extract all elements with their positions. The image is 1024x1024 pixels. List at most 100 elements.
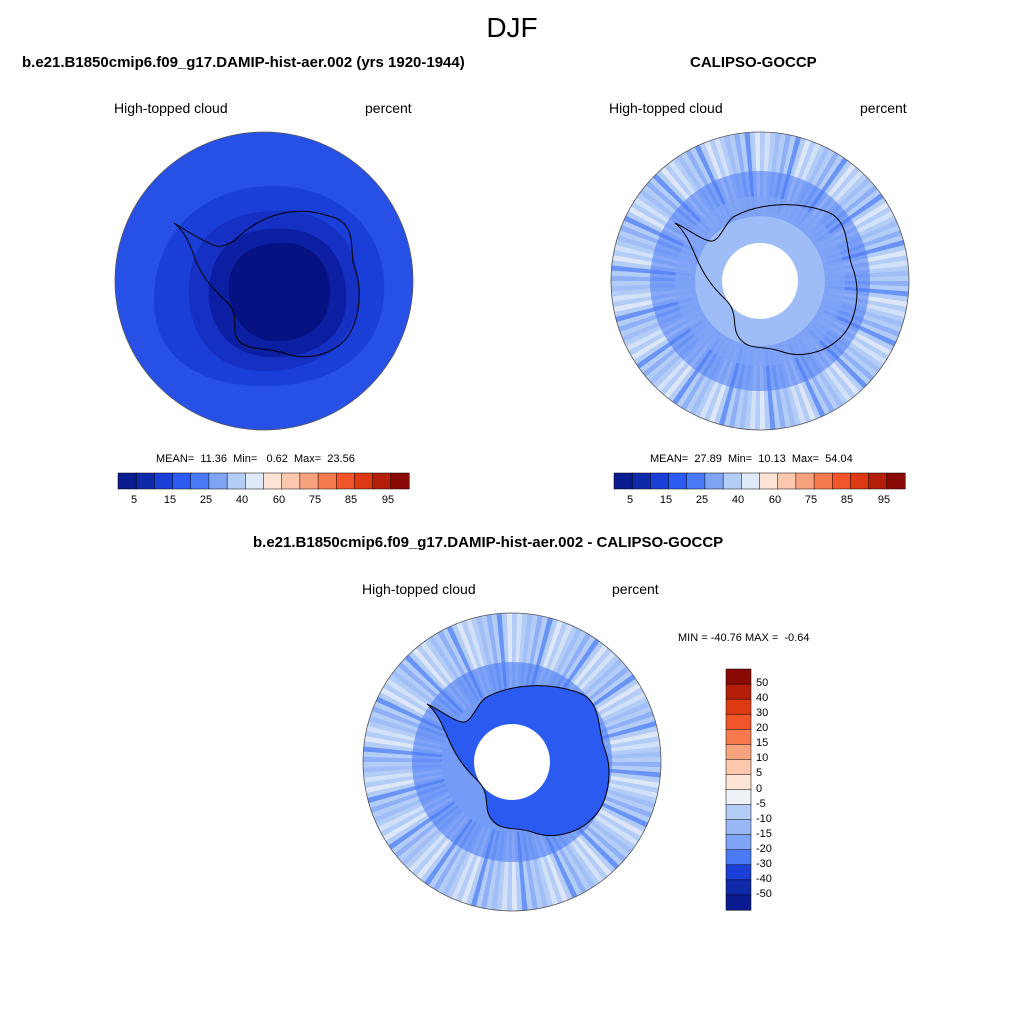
colorbar-cell: [741, 472, 761, 490]
colorbar-cell: [390, 472, 410, 490]
colorbar-cell: [725, 774, 752, 791]
colorbar-cell: [226, 472, 246, 490]
colorbar-tick: 30: [756, 707, 769, 720]
colorbar-cell: [725, 698, 752, 715]
colorbar-cell: [299, 472, 319, 490]
colorbar-cell: [686, 472, 706, 490]
colorbar-cell: [631, 472, 651, 490]
colorbar-tick: -50: [756, 887, 772, 900]
colorbar-tick: 0: [756, 782, 763, 795]
colorbar-cell: [725, 729, 752, 745]
colorbar-cell: [336, 472, 355, 490]
panel-1-units-label: percent: [365, 100, 412, 116]
colorbar-cell: [725, 804, 752, 821]
colorbar-tick: 15: [659, 494, 673, 506]
colorbar-cell: [832, 472, 851, 490]
colorbar-tick: 15: [756, 737, 769, 750]
colorbar-cell: [172, 472, 192, 490]
panel-3-colorbar-ticks: 50 40 30 20 15 10 5 0 -5 -10 -15 -20 -30 -40 -50: [756, 669, 796, 910]
colorbar-tick: -10: [756, 812, 772, 825]
colorbar-cell: [795, 472, 815, 490]
panel-1-colorbar-ticks: 5 15 25 40 60 75 85 95: [118, 494, 409, 510]
colorbar-cell: [725, 759, 752, 775]
panel-1-title: b.e21.B1850cmip6.f09_g17.DAMIP-hist-aer.…: [22, 54, 465, 71]
panel-2-title: CALIPSO-GOCCP: [690, 54, 817, 71]
colorbar-cell: [725, 834, 752, 851]
colorbar-cell: [317, 472, 337, 490]
colorbar-tick: 5: [130, 494, 138, 506]
colorbar-cell: [725, 713, 752, 730]
colorbar-cell: [650, 472, 670, 490]
colorbar-tick: 10: [756, 752, 769, 765]
colorbar-tick: 95: [877, 494, 891, 506]
panel-3-variable-label: High-topped cloud: [362, 581, 476, 597]
colorbar-cell: [263, 472, 283, 490]
colorbar-cell: [725, 879, 752, 896]
colorbar-cell: [725, 819, 752, 836]
panel-1-polar-map: [114, 131, 414, 431]
panel-2-units-label: percent: [860, 100, 907, 116]
colorbar-cell: [354, 472, 374, 490]
colorbar-cell: [722, 472, 742, 490]
colorbar-cell: [613, 472, 633, 490]
figure-title: DJF: [486, 12, 538, 43]
colorbar-tick: 5: [626, 494, 634, 506]
colorbar-tick: 25: [199, 494, 213, 506]
colorbar-tick: 75: [308, 494, 322, 506]
panel-1-stats: MEAN= 11.36 Min= 0.62 Max= 23.56: [156, 453, 355, 465]
colorbar-tick: 25: [695, 494, 709, 506]
colorbar-cell: [725, 744, 752, 760]
colorbar-cell: [850, 472, 870, 490]
colorbar-tick: -30: [756, 857, 772, 870]
panel-3-title: b.e21.B1850cmip6.f09_g17.DAMIP-hist-aer.…: [253, 534, 724, 551]
colorbar-tick: 40: [756, 692, 769, 705]
panel-2-colorbar-ticks: 5 15 25 40 60 75 85 95: [614, 494, 905, 510]
panel-1-colorbar: [117, 472, 410, 490]
panel-3-stats: MIN = -40.76 MAX = -0.64: [678, 632, 810, 644]
colorbar-cell: [372, 472, 392, 490]
colorbar-cell: [154, 472, 174, 490]
panel-2-polar-map: [610, 131, 910, 431]
colorbar-cell: [777, 472, 797, 490]
colorbar-cell: [725, 668, 752, 685]
panel-2-coastline: [674, 204, 858, 355]
colorbar-tick: 20: [756, 722, 769, 735]
colorbar-cell: [704, 472, 724, 490]
panel-3-units-label: percent: [612, 581, 659, 597]
colorbar-cell: [668, 472, 688, 490]
colorbar-tick: -5: [756, 797, 766, 810]
panel-3-polar-map: [362, 612, 662, 912]
colorbar-tick: 60: [272, 494, 286, 506]
colorbar-cell: [813, 472, 833, 490]
panel-2-stats: MEAN= 27.89 Min= 10.13 Max= 54.04: [650, 453, 853, 465]
panel-3-colorbar: [725, 668, 752, 911]
colorbar-cell: [208, 472, 228, 490]
panel-2-colorbar: [613, 472, 906, 490]
colorbar-tick: 15: [163, 494, 177, 506]
colorbar-cell: [281, 472, 301, 490]
colorbar-cell: [725, 864, 752, 881]
panel-1-variable-label: High-topped cloud: [114, 100, 228, 116]
colorbar-tick: -20: [756, 842, 772, 855]
colorbar-cell: [725, 849, 752, 866]
colorbar-cell: [245, 472, 265, 490]
colorbar-cell: [725, 683, 752, 700]
colorbar-cell: [868, 472, 888, 490]
colorbar-cell: [886, 472, 906, 490]
colorbar-cell: [725, 894, 752, 911]
colorbar-cell: [190, 472, 210, 490]
colorbar-tick: -15: [756, 827, 772, 840]
colorbar-tick: 60: [768, 494, 782, 506]
colorbar-tick: 95: [381, 494, 395, 506]
colorbar-tick: -40: [756, 872, 772, 885]
colorbar-cell: [759, 472, 779, 490]
colorbar-tick: 50: [756, 677, 769, 690]
colorbar-cell: [725, 789, 752, 806]
colorbar-tick: 40: [731, 494, 745, 506]
colorbar-tick: 75: [804, 494, 818, 506]
panel-1-coastline: [173, 210, 360, 358]
colorbar-tick: 85: [840, 494, 854, 506]
colorbar-cell: [135, 472, 155, 490]
colorbar-tick: 40: [235, 494, 249, 506]
colorbar-tick: 85: [344, 494, 358, 506]
